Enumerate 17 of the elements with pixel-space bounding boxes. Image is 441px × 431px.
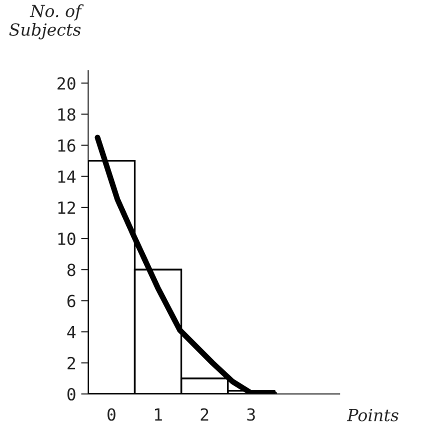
- y-tick-label: 18: [58, 108, 76, 121]
- y-tick-label: 4: [67, 326, 76, 338]
- x-tick-label: 0: [108, 408, 116, 421]
- y-tick-label: 20: [58, 77, 76, 90]
- x-tick-label: 1: [155, 408, 162, 421]
- y-tick-label: 0: [67, 388, 76, 401]
- y-tick-label: 12: [58, 201, 75, 214]
- y-tick-label: 8: [67, 264, 76, 276]
- y-tick-label: 10: [58, 232, 76, 246]
- y-tick-label: 14: [58, 170, 76, 183]
- y-tick-label: 6: [67, 294, 76, 308]
- y-tick-label: 2: [68, 356, 75, 370]
- x-tick-label: 3: [247, 408, 255, 421]
- y-axis-title: No. of Subjects: [9, 4, 84, 40]
- x-axis-title: Points: [346, 408, 398, 422]
- x-tick-label: 2: [200, 408, 208, 421]
- y-tick-label: 16: [58, 139, 76, 152]
